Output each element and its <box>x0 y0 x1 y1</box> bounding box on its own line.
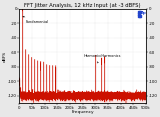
Point <box>138 13 141 15</box>
Point <box>138 12 140 13</box>
Text: Fundamental: Fundamental <box>23 16 49 24</box>
Point <box>139 12 141 13</box>
Y-axis label: dBFS: dBFS <box>3 51 7 62</box>
Text: Ap: Ap <box>141 11 147 15</box>
Point <box>138 15 140 17</box>
Text: Harmonic/Harmonics: Harmonic/Harmonics <box>84 54 121 63</box>
Point <box>139 15 141 17</box>
X-axis label: Frequency: Frequency <box>71 110 94 114</box>
Title: FFT Jitter Analysis, 12 kHz Input (at -3 dBFS): FFT Jitter Analysis, 12 kHz Input (at -3… <box>24 3 141 8</box>
